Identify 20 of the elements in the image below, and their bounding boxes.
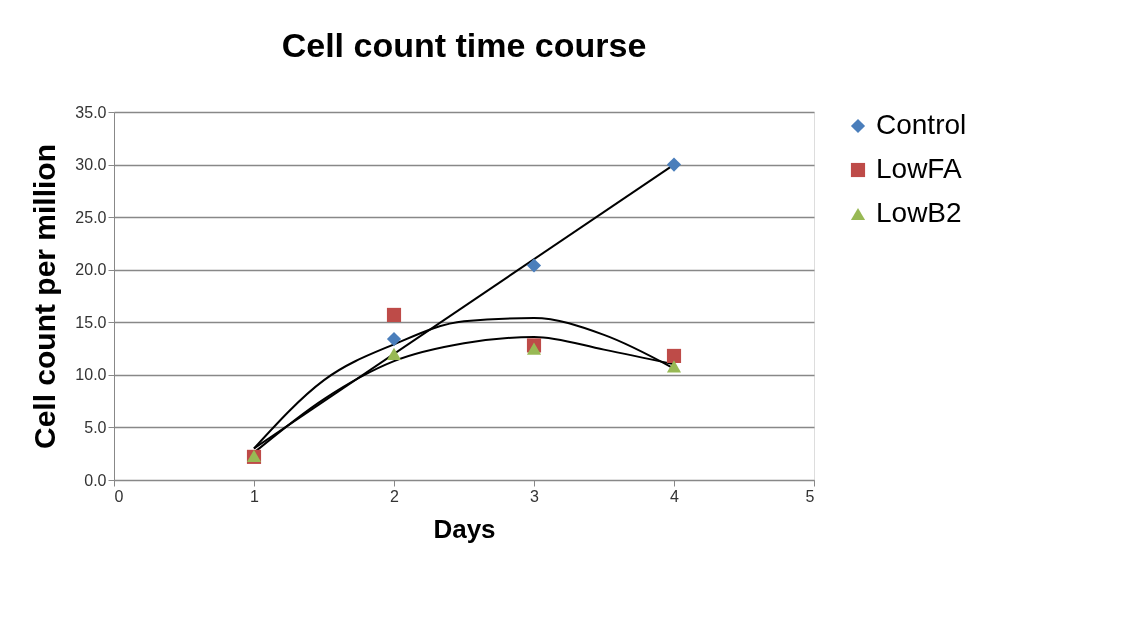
x-tick-label: 0 bbox=[114, 487, 124, 505]
x-axis-title: Days bbox=[433, 513, 496, 544]
x-tick-label: 1 bbox=[250, 487, 260, 505]
y-tick-label: 15.0 bbox=[75, 313, 107, 331]
y-axis-title: Cell count per million bbox=[28, 143, 62, 450]
y-tick-label: 35.0 bbox=[75, 103, 107, 121]
x-tick-label: 5 bbox=[805, 487, 815, 505]
legend-label: Control bbox=[876, 109, 967, 140]
y-tick-label: 0.0 bbox=[84, 471, 107, 489]
y-tick-label: 10.0 bbox=[75, 366, 107, 384]
y-tick-label: 25.0 bbox=[75, 208, 107, 226]
y-tick-label: 20.0 bbox=[75, 261, 107, 279]
x-tick-label: 3 bbox=[530, 487, 540, 505]
x-tick-label: 4 bbox=[670, 487, 680, 505]
y-tick-label: 5.0 bbox=[84, 418, 107, 436]
legend-label: LowB2 bbox=[876, 197, 962, 228]
chart-title: Cell count time course bbox=[281, 26, 647, 64]
y-tick-label: 30.0 bbox=[75, 156, 107, 174]
x-tick-label: 2 bbox=[390, 487, 400, 505]
legend-label: LowFA bbox=[876, 153, 962, 184]
